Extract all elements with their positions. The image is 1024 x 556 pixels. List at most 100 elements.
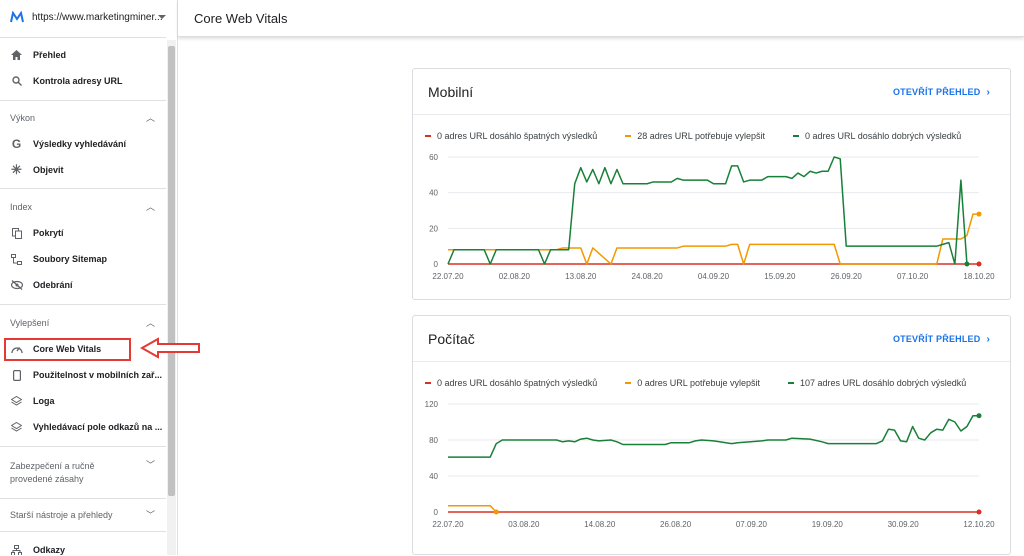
- legend-swatch: [425, 382, 431, 384]
- chevron-down-icon[interactable]: ﹀: [146, 510, 156, 520]
- chevron-up-icon[interactable]: ︿: [146, 113, 156, 123]
- gauge-icon: [10, 343, 23, 356]
- series-end-point: [976, 211, 982, 217]
- legend-swatch: [793, 135, 800, 137]
- chart-legend: 0 adres URL dosáhlo špatných výsledků 0 …: [425, 378, 994, 388]
- sidebar-item-loga[interactable]: Loga: [0, 390, 166, 412]
- series-end-point: [976, 261, 982, 267]
- legend-swatch: [625, 382, 632, 384]
- scrollbar-thumb[interactable]: [168, 46, 175, 496]
- series-end-point: [493, 509, 499, 515]
- property-selector[interactable]: https://www.marketingminer...: [0, 0, 177, 34]
- search-icon: [10, 75, 23, 88]
- chevron-up-icon[interactable]: ︿: [146, 202, 156, 212]
- divider: [0, 37, 166, 38]
- legend-item-good: 0 adres URL dosáhlo dobrých výsledků: [793, 131, 961, 141]
- sidebar-item-label: Vyhledávací pole odkazů na ...: [33, 422, 163, 432]
- sidebar: https://www.marketingminer... Přehled Ko…: [0, 0, 178, 555]
- sidebar-item-sitemap[interactable]: Soubory Sitemap: [0, 248, 166, 270]
- x-tick-label: 18.10.20: [963, 272, 995, 281]
- sidebar-item-label: Výsledky vyhledávání: [33, 139, 127, 149]
- section-vylepseni-title[interactable]: Vylepšení: [10, 318, 50, 328]
- x-tick-label: 07.09.20: [736, 520, 768, 529]
- eye-off-icon: [10, 279, 23, 292]
- card-divider: [413, 114, 1010, 115]
- section-zabezpeceni-title[interactable]: Zabezpečení a ručně provedené zásahy: [10, 460, 95, 486]
- x-tick-label: 24.08.20: [632, 272, 664, 281]
- sidebar-item-vyhledavaci-pole[interactable]: Vyhledávací pole odkazů na ...: [0, 416, 166, 438]
- layers-icon: [10, 421, 23, 434]
- x-tick-label: 13.08.20: [565, 272, 597, 281]
- sidebar-item-label: Použitelnost v mobilních zař...: [33, 370, 163, 380]
- series-end-point: [964, 261, 970, 267]
- x-tick-label: 15.09.20: [764, 272, 796, 281]
- card-title: Počítač: [428, 331, 475, 347]
- divider: [0, 100, 166, 101]
- sidebar-item-label: Odkazy: [33, 545, 66, 555]
- legend-item-needs-improvement: 0 adres URL potřebuje vylepšit: [625, 378, 760, 388]
- x-tick-label: 07.10.20: [897, 272, 929, 281]
- y-tick-label: 0: [434, 508, 439, 517]
- series-line: [448, 213, 979, 265]
- sidebar-item-pouzitelnost[interactable]: Použitelnost v mobilních zař...: [0, 364, 166, 386]
- x-tick-label: 04.09.20: [698, 272, 730, 281]
- chevron-up-icon[interactable]: ︿: [146, 318, 156, 328]
- sitemap-icon: [10, 253, 23, 266]
- copy-icon: [10, 227, 23, 240]
- sidebar-item-label: Přehled: [33, 50, 67, 60]
- sidebar-item-label: Kontrola adresy URL: [33, 76, 123, 86]
- layers-icon: [10, 395, 23, 408]
- open-report-link[interactable]: OTEVŘÍT PŘEHLED ›: [893, 334, 990, 345]
- divider: [0, 304, 166, 305]
- sidebar-item-label: Soubory Sitemap: [33, 254, 108, 264]
- x-tick-label: 03.08.20: [508, 520, 540, 529]
- card-divider: [413, 361, 1010, 362]
- legend-item-poor: 0 adres URL dosáhlo špatných výsledků: [425, 378, 597, 388]
- legend-label: 0 adres URL dosáhlo dobrých výsledků: [805, 131, 962, 141]
- sidebar-item-vysledky[interactable]: G Výsledky vyhledávání: [0, 133, 166, 155]
- x-tick-label: 02.08.20: [499, 272, 531, 281]
- home-icon: [10, 49, 23, 62]
- sidebar-item-label: Odebrání: [33, 280, 73, 290]
- sidebar-item-kontrola-url[interactable]: Kontrola adresy URL: [0, 70, 166, 92]
- sidebar-scrollbar[interactable]: [167, 40, 176, 555]
- page-header: Core Web Vitals: [178, 0, 1024, 37]
- x-tick-label: 22.07.20: [432, 520, 464, 529]
- section-vykon-title[interactable]: Výkon: [10, 113, 36, 123]
- legend-swatch: [788, 382, 794, 384]
- divider: [0, 446, 166, 447]
- chart-legend: 0 adres URL dosáhlo špatných výsledků 28…: [425, 131, 989, 141]
- sidebar-item-prehled[interactable]: Přehled: [0, 44, 166, 66]
- legend-item-poor: 0 adres URL dosáhlo špatných výsledků: [425, 131, 597, 141]
- y-tick-label: 0: [434, 260, 439, 269]
- legend-item-needs-improvement: 28 adres URL potřebuje vylepšit: [625, 131, 765, 141]
- report-card-desktop: Počítač OTEVŘÍT PŘEHLED › 0 adres URL dos…: [412, 315, 1011, 555]
- sidebar-item-odebrani[interactable]: Odebrání: [0, 274, 166, 296]
- y-tick-label: 80: [429, 436, 438, 445]
- chevron-down-icon[interactable]: [158, 15, 166, 19]
- y-tick-label: 60: [429, 153, 438, 162]
- chevron-down-icon[interactable]: ﹀: [146, 460, 156, 470]
- section-zabezpeceni-line2: provedené zásahy: [10, 474, 84, 484]
- sidebar-item-odkazy[interactable]: Odkazy: [0, 539, 166, 555]
- sidebar-item-objevit[interactable]: ✳ Objevit: [0, 159, 166, 181]
- sidebar-item-core-web-vitals[interactable]: Core Web Vitals: [0, 338, 166, 360]
- sidebar-item-pokryti[interactable]: Pokrytí: [0, 222, 166, 244]
- open-report-link[interactable]: OTEVŘÍT PŘEHLED ›: [893, 87, 990, 98]
- open-report-label: OTEVŘÍT PŘEHLED: [892, 87, 981, 97]
- x-tick-label: 26.08.20: [660, 520, 692, 529]
- card-title: Mobilní: [428, 84, 474, 100]
- sidebar-item-label: Loga: [33, 396, 55, 406]
- sidebar-item-label: Core Web Vitals: [33, 344, 102, 354]
- series-end-point: [976, 413, 982, 419]
- divider: [0, 498, 166, 499]
- y-tick-label: 20: [429, 224, 438, 233]
- divider: [0, 188, 166, 189]
- section-starsi-title[interactable]: Starší nástroje a přehledy: [10, 510, 113, 520]
- x-tick-label: 22.07.20: [432, 272, 464, 281]
- legend-label: 0 adres URL dosáhlo špatných výsledků: [437, 378, 598, 388]
- series-end-point: [976, 509, 982, 515]
- legend-swatch: [425, 135, 431, 137]
- section-index-title[interactable]: Index: [10, 202, 33, 212]
- series-line: [448, 414, 979, 458]
